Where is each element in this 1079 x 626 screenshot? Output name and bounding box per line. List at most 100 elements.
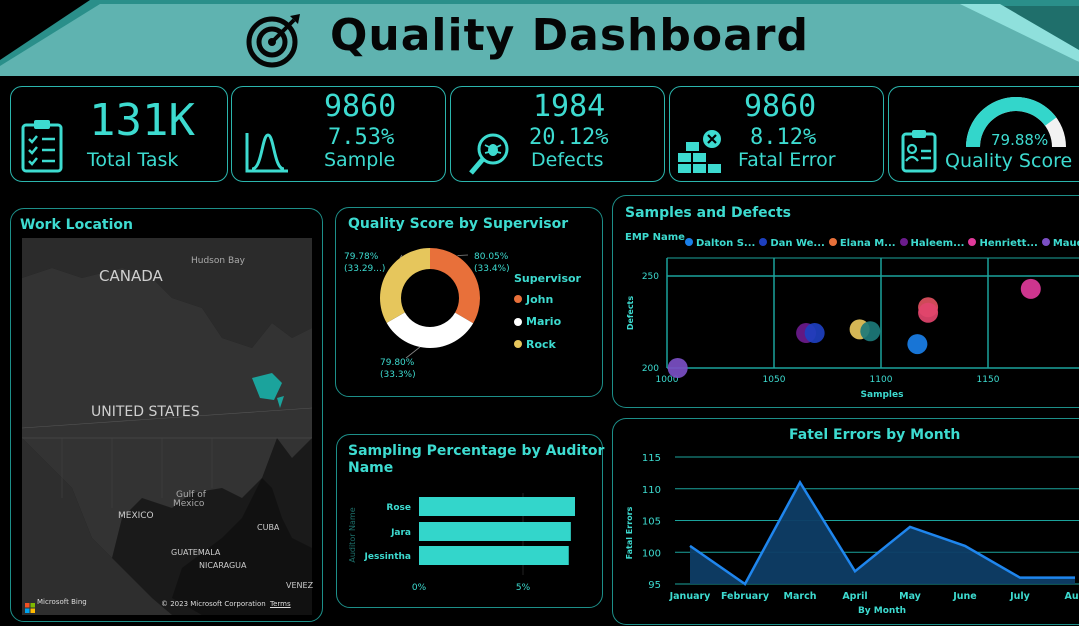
map-copyright: © 2023 Microsoft Corporation: [161, 600, 266, 608]
kpi-defects-label: Defects: [531, 149, 604, 171]
kpi-sample-value: 9860: [324, 89, 397, 124]
bell-curve-icon: [245, 133, 288, 173]
work-location-map[interactable]: [22, 238, 312, 615]
line-ytick-110: 110: [642, 485, 661, 496]
line-xtick-july: July: [1009, 591, 1031, 602]
map-label-venez: VENEZ: [286, 581, 314, 590]
donut-legend: John Mario Rock: [514, 288, 561, 356]
legend-label: Haleem...: [910, 238, 965, 249]
line-chart: 115 110 105 100 95 January February March April M…: [625, 453, 1079, 616]
scatter-legend-item[interactable]: Elana M...: [828, 238, 896, 249]
kpi-quality-score-pct: 79.88%: [991, 131, 1049, 149]
scatter-point-8: [1020, 278, 1041, 299]
legend-dot: [1041, 238, 1050, 246]
scatter-legend: Dalton S... Dan We... Elana M... Haleem... H…: [685, 231, 1079, 250]
donut-legend-item-rock[interactable]: Rock: [514, 333, 561, 356]
donut-slice-rock: [380, 248, 430, 323]
legend-label: Maude ...: [1052, 238, 1079, 249]
line-area: [690, 482, 1075, 584]
work-location-panel: Work Location CANADA Hudson Bay UNITED S…: [10, 208, 323, 622]
scatter-xlabel: Samples: [861, 390, 904, 400]
line-xtick-april: April: [842, 591, 867, 602]
donut-legend-item-mario[interactable]: Mario: [514, 311, 561, 334]
scatter-legend-item[interactable]: Henriett...: [968, 238, 1038, 249]
bar-jara: [419, 522, 571, 541]
kpi-sample-label: Sample: [324, 149, 396, 171]
kpi-defects: 1984 20.12% Defects: [450, 86, 665, 182]
scatter-xtick-1100: 1100: [870, 375, 893, 385]
bar-category-jessintha: Jessintha: [364, 552, 411, 562]
kpi-fatal-error-value: 9860: [744, 89, 817, 124]
samples-defects-panel: Samples and Defects EMP Name Dalton S...…: [612, 195, 1079, 408]
bar-category-rose: Rose: [386, 503, 411, 513]
line-ylabel: Fatal Errors: [625, 506, 634, 559]
map-label-canada: CANADA: [99, 267, 163, 285]
donut-title: Quality Score by Supervisor: [348, 216, 569, 232]
line-ytick-100: 100: [642, 548, 661, 559]
bar-jessintha: [419, 546, 569, 565]
scatter-point-2: [804, 323, 825, 344]
bar-chart: 0% 5% Rose Jara Jessintha Auditor Name: [348, 493, 575, 593]
legend-label: Henriett...: [979, 238, 1038, 249]
donut-legend-item-john[interactable]: John: [514, 288, 561, 311]
legend-label: Elana M...: [839, 238, 896, 249]
legend-dot: [759, 238, 768, 246]
scatter-xtick-1150: 1150: [977, 375, 1000, 385]
work-location-title: Work Location: [20, 217, 134, 233]
donut-share-rock: (33.29...): [344, 264, 385, 274]
map-label-cuba: CUBA: [257, 523, 280, 532]
donut-slice-john: [430, 248, 480, 324]
scatter-legend-item[interactable]: Haleem...: [899, 238, 965, 249]
bug-search-icon: [469, 133, 509, 175]
fatal-errors-panel: Fatel Errors by Month 115 110 105 100 95 Janu…: [612, 418, 1079, 625]
map-terms-link[interactable]: Terms: [270, 600, 291, 608]
map-label-united-states: UNITED STATES: [91, 404, 200, 420]
bing-attribution: Microsoft Bing: [37, 598, 87, 606]
scatter-legend-item[interactable]: Dalton S...: [685, 238, 755, 249]
donut-leader-mario: [405, 346, 421, 359]
bar-category-jara: Jara: [390, 528, 411, 538]
donut-share-john: (33.4%): [474, 264, 510, 274]
clipboard-checklist-icon: [21, 120, 63, 173]
scatter-title: Samples and Defects: [625, 205, 791, 221]
kpi-sample-pct: 7.53%: [328, 125, 395, 150]
kpi-total-task-value: 131K: [89, 95, 195, 146]
line-xlabel: By Month: [858, 606, 906, 616]
line-ytick-105: 105: [642, 517, 661, 528]
map-label-nicaragua: NICARAGUA: [199, 561, 247, 570]
bar-tick-5: 5%: [516, 583, 531, 593]
legend-label: Mario: [526, 315, 562, 329]
scatter-chart: 1000 1050 1100 1150 250 200 Samples Defects: [626, 257, 1079, 400]
gauge-fill: [966, 97, 1057, 147]
kpi-total-task-label: Total Task: [87, 149, 179, 171]
scatter-ylabel: Defects: [626, 296, 635, 331]
line-title: Fatel Errors by Month: [789, 427, 961, 443]
legend-dot: [968, 238, 977, 246]
quality-score-gauge: [966, 97, 1066, 147]
legend-label: Dan We...: [770, 238, 825, 249]
quality-by-supervisor-panel: Quality Score by Supervisor 80.05% (33.4%…: [335, 207, 603, 397]
legend-dot: [685, 238, 693, 246]
donut-slice-mario: [386, 312, 474, 348]
legend-dot: [828, 238, 837, 246]
scatter-legend-item[interactable]: Maude ...: [1041, 238, 1079, 249]
donut-leader-john: [457, 254, 469, 256]
kpi-quality-score-label: Quality Score: [945, 150, 1073, 172]
kpi-defects-pct: 20.12%: [529, 125, 609, 150]
line-xtick-january: January: [669, 591, 712, 602]
bar-ylabel: Auditor Name: [348, 507, 357, 562]
legend-dot: [514, 317, 522, 326]
bars-title-line2: Name: [348, 460, 394, 476]
page-title: Quality Dashboard: [330, 10, 809, 61]
donut-leader-rock: [399, 254, 403, 259]
donut-legend-title: Supervisor: [514, 272, 581, 285]
scatter-point-5: [907, 334, 928, 355]
sampling-by-auditor-panel: Sampling Percentage by Auditor Name 0% 5%…: [336, 434, 604, 608]
legend-dot: [514, 340, 522, 349]
map-label-guatemala: GUATEMALA: [171, 548, 221, 557]
scatter-legend-item[interactable]: Dan We...: [759, 238, 825, 249]
scatter-ytick-250: 250: [642, 272, 659, 282]
line-ytick-95: 95: [648, 580, 661, 591]
line-xtick-june: June: [952, 591, 977, 602]
scatter-point-4: [860, 321, 881, 342]
